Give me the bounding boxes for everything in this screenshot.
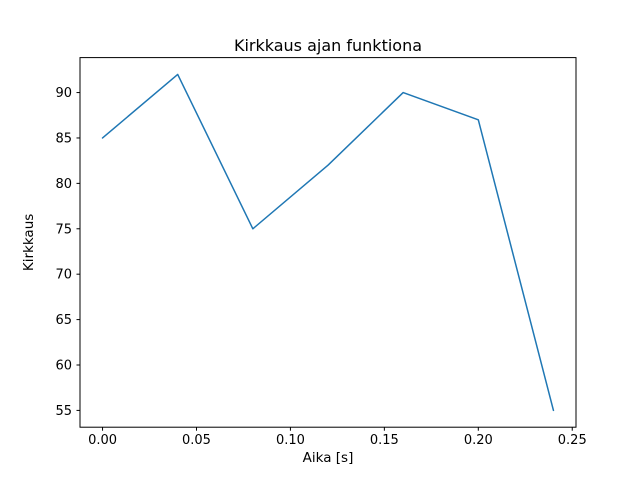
x-tick-label: 0.10 [276, 433, 305, 448]
data-line [101, 73, 555, 412]
x-tick-label: 0.15 [370, 433, 399, 448]
chart-title: Kirkkaus ajan funktiona [234, 36, 422, 55]
x-tick-label: 0.20 [464, 433, 493, 448]
y-tick-label: 80 [55, 177, 72, 192]
y-axis-ticks: 55 60 65 70 75 80 85 90 [55, 86, 80, 419]
y-tick-label: 65 [55, 313, 72, 328]
x-axis-ticks: 0.00 0.05 0.10 0.15 0.20 0.25 [88, 427, 587, 448]
x-tick-label: 0.05 [182, 433, 211, 448]
y-tick-label: 75 [55, 222, 72, 237]
y-tick-label: 60 [55, 358, 72, 373]
y-tick-label: 70 [55, 268, 72, 283]
y-tick-label: 85 [55, 131, 72, 146]
y-axis-label: Kirkkaus [21, 214, 37, 271]
y-tick-label: 55 [55, 404, 72, 419]
plot-area [79, 57, 577, 428]
x-tick-label: 0.00 [88, 433, 117, 448]
y-tick-label: 90 [55, 86, 72, 101]
x-tick-label: 0.25 [558, 433, 587, 448]
x-axis-label: Aika [s] [303, 450, 354, 466]
